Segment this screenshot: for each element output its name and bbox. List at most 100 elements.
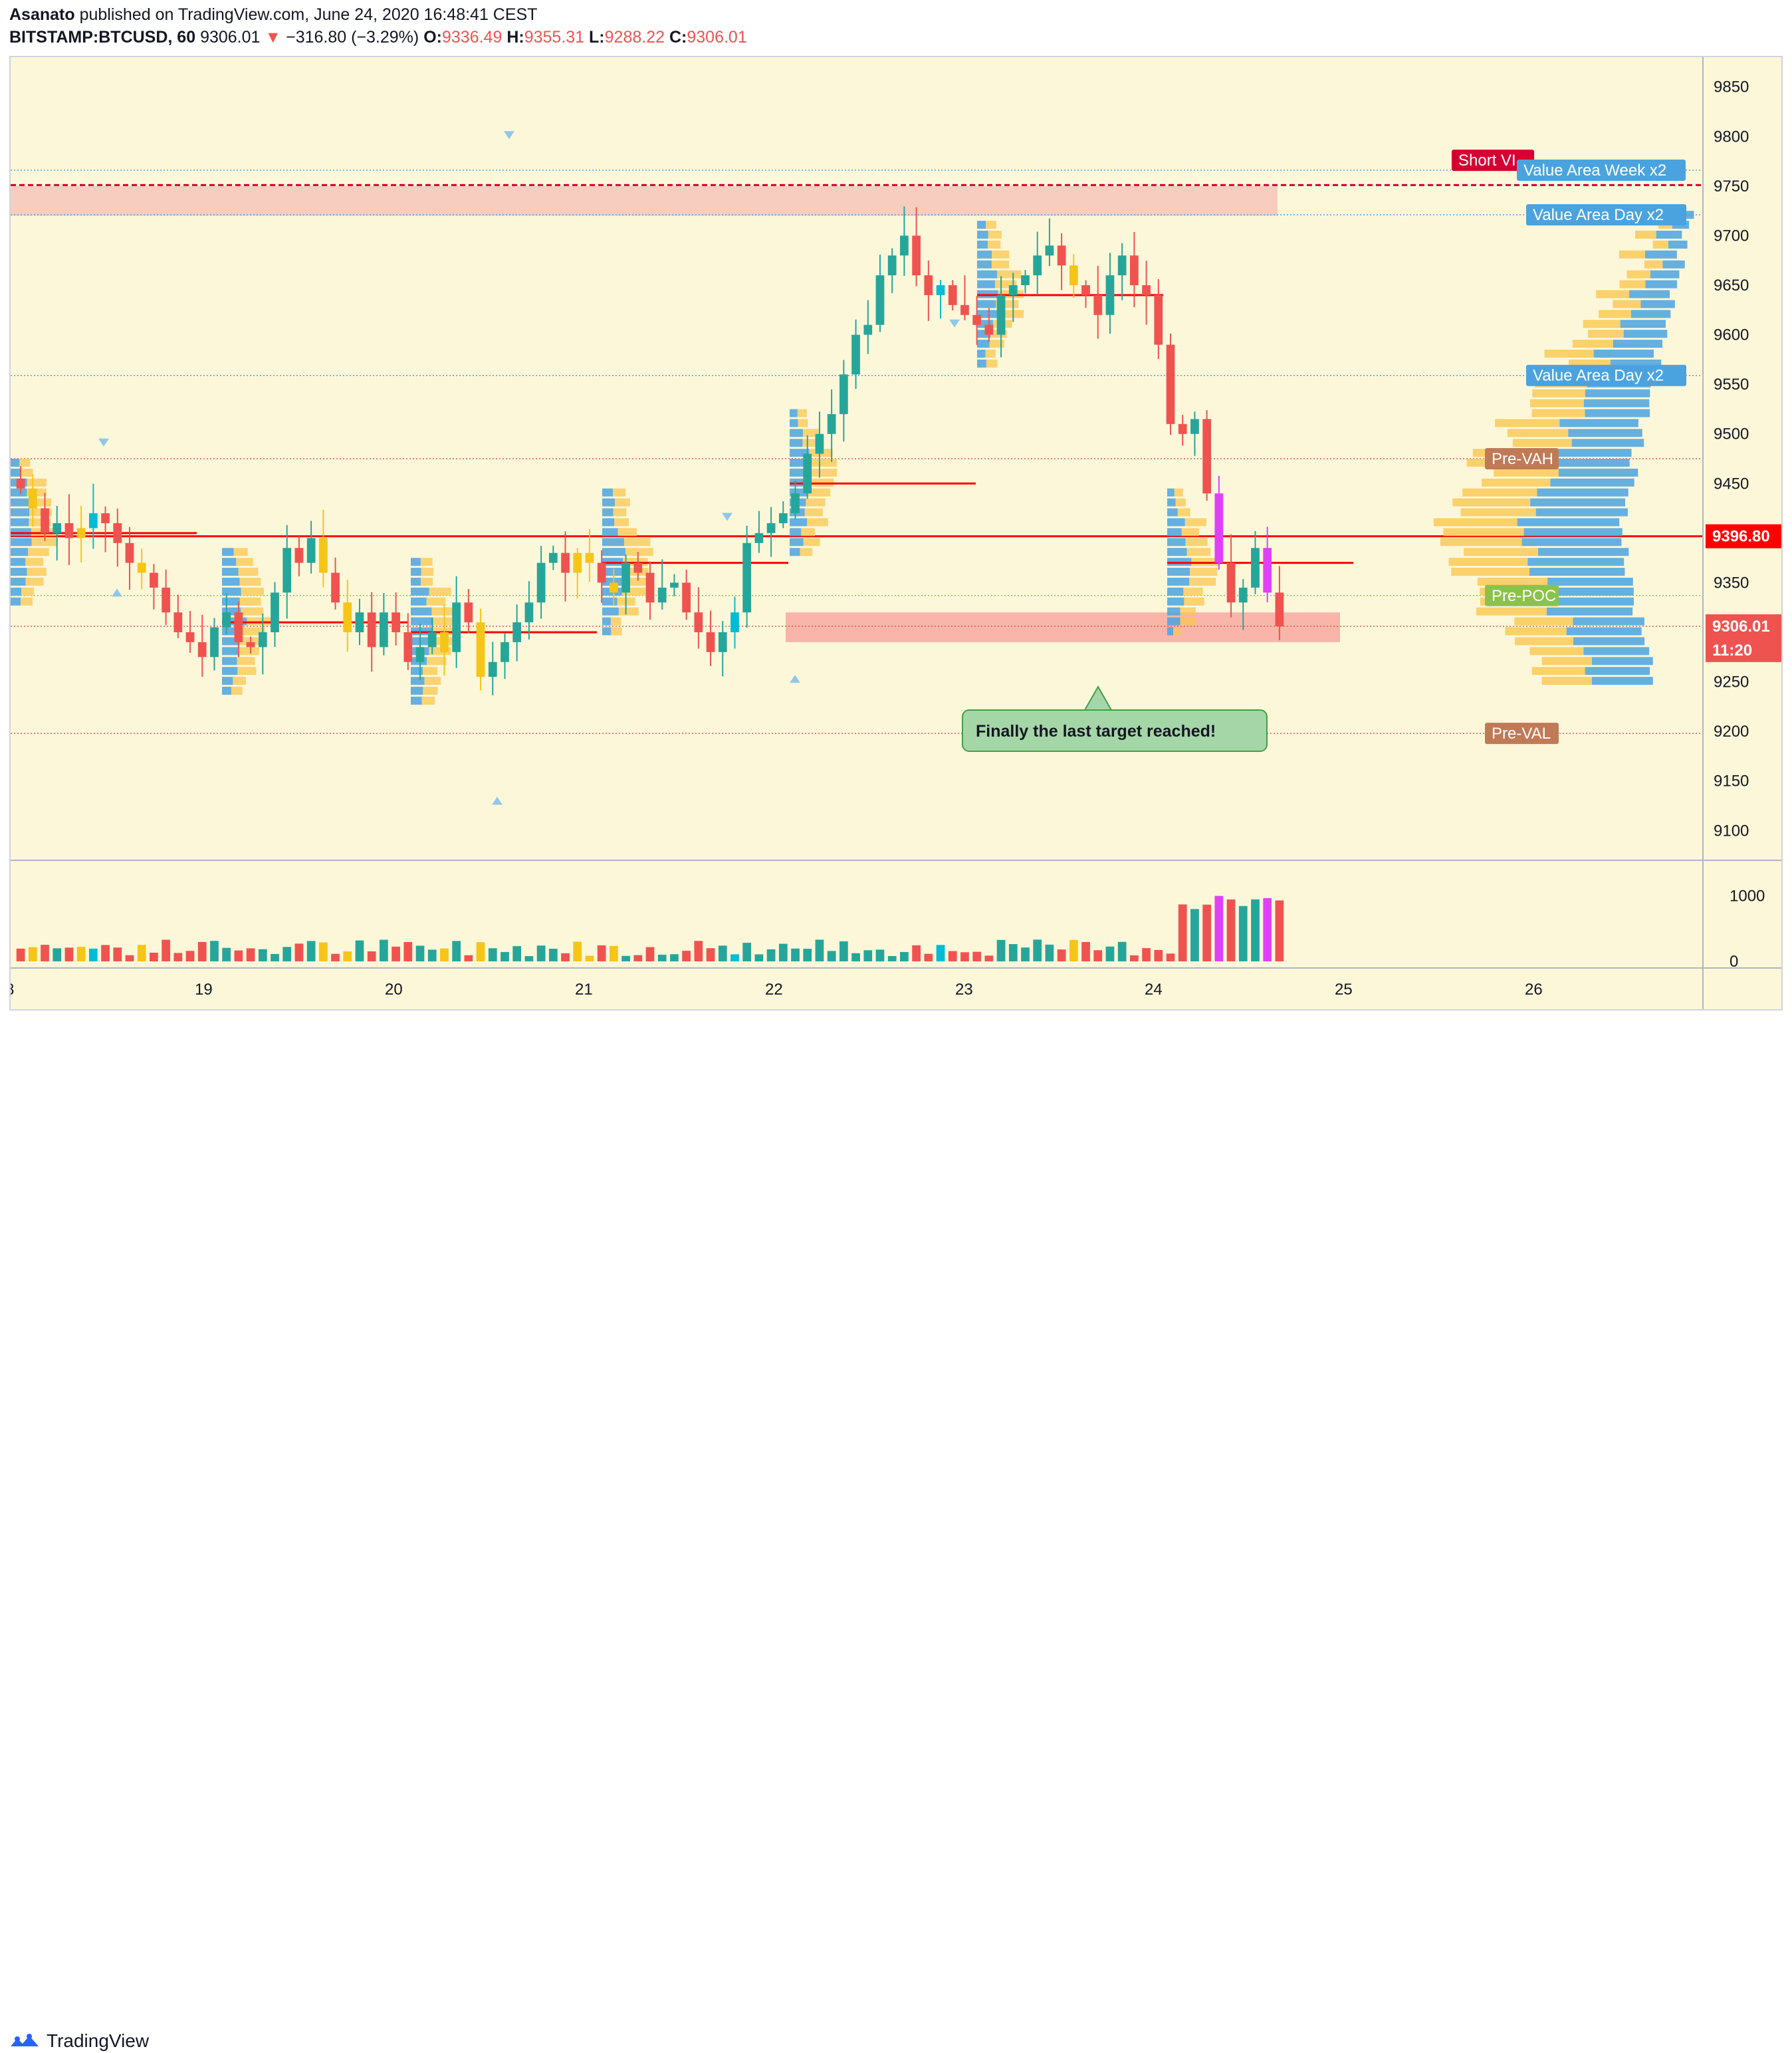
profile-bar — [1546, 607, 1633, 616]
profile-bar — [1640, 300, 1675, 308]
volume-bar — [1057, 949, 1066, 961]
profile-bar — [1523, 528, 1623, 537]
candle-body — [403, 632, 413, 662]
callout-box — [962, 709, 1268, 752]
last-price: 9306.01 — [200, 28, 261, 47]
session-profile-bar — [222, 577, 240, 586]
volume-bar — [464, 955, 473, 961]
volume-bar — [1166, 953, 1175, 961]
volume-bar — [488, 948, 497, 961]
publish-info: Asanato published on TradingView.com, Ju… — [9, 5, 537, 25]
volume-bar — [585, 955, 594, 961]
candle-body — [88, 513, 98, 529]
candle-body — [887, 255, 897, 276]
volume-bar — [318, 942, 328, 961]
profile-bar — [1585, 409, 1650, 418]
session-profile-bar — [986, 221, 996, 229]
volume-bar — [258, 949, 267, 961]
volume-bar — [900, 951, 909, 961]
chart-frame[interactable]: 9100915092009250930093509400945095009550… — [9, 56, 1783, 1011]
publisher-name[interactable]: Asanato — [9, 5, 75, 24]
session-profile-bar — [237, 667, 257, 675]
price-axis-badge-text: 9396.80 — [1712, 528, 1770, 546]
candle-body — [1214, 493, 1224, 563]
time-tick-label: 21 — [575, 981, 593, 999]
session-profile-bar — [800, 548, 813, 556]
profile-bar — [1613, 300, 1641, 308]
session-profile-bar — [27, 478, 47, 487]
profile-bar — [1593, 349, 1654, 358]
session-profile-bar — [1167, 538, 1186, 546]
session-profile-bar — [11, 568, 27, 576]
volume-bar — [88, 948, 98, 961]
candle-body — [585, 552, 594, 563]
low-label: L: — [589, 28, 605, 47]
level-label-box — [1485, 723, 1559, 745]
session-profile-bar — [411, 677, 425, 685]
session-profile-bar — [239, 597, 261, 606]
profile-bar — [1566, 627, 1642, 636]
session-profile-bar — [610, 617, 621, 626]
session-profile-bar — [1167, 597, 1184, 606]
level-label-box — [1517, 160, 1686, 181]
chart-canvas[interactable]: 9100915092009250930093509400945095009550… — [11, 57, 1781, 1009]
session-profile-bar — [11, 538, 32, 546]
tradingview-logo[interactable]: TradingView — [9, 2029, 149, 2053]
session-profile-bar — [623, 538, 651, 546]
profile-bar — [1514, 637, 1573, 646]
level-label-box — [1485, 448, 1559, 469]
session-profile-bar — [11, 488, 27, 497]
price-tick-label: 9850 — [1714, 78, 1749, 96]
session-profile-bar — [411, 577, 421, 586]
candle-body — [573, 552, 582, 573]
candle-body — [524, 602, 534, 623]
candle-body — [766, 523, 776, 533]
volume-bar — [742, 943, 752, 961]
session-profile-bar — [222, 687, 231, 695]
profile-bar — [1537, 488, 1628, 497]
candle-body — [101, 513, 110, 523]
profile-bar — [1531, 667, 1585, 675]
profile-bar — [1476, 607, 1547, 616]
profile-bar — [1626, 270, 1650, 279]
symbol-name[interactable]: BITSTAMP:BTCUSD, 60 — [9, 28, 196, 47]
profile-bar — [1529, 568, 1625, 576]
profile-bar — [1527, 558, 1624, 566]
volume-bar — [1214, 896, 1224, 961]
candle-body — [1033, 255, 1042, 276]
profile-bar — [1620, 320, 1666, 328]
time-tick-label: 25 — [1335, 981, 1353, 999]
volume-bar — [1190, 909, 1199, 961]
session-profile-bar — [421, 577, 433, 586]
candle-body — [1178, 423, 1187, 434]
volume-bar — [41, 945, 49, 961]
profile-bar — [1448, 558, 1528, 566]
session-profile-bar — [31, 538, 57, 546]
session-profile-bar — [790, 548, 800, 556]
candle-body — [150, 572, 158, 588]
candle-body — [778, 513, 788, 523]
session-profile-bar — [1167, 577, 1190, 586]
candle-body — [162, 587, 170, 613]
session-profile-bar — [1167, 568, 1190, 576]
session-profile-bar — [802, 429, 819, 437]
session-profile-bar — [602, 498, 616, 507]
profile-bar — [1514, 617, 1573, 626]
session-profile-bar — [1173, 627, 1180, 636]
session-profile-bar — [21, 587, 35, 596]
session-profile-bar — [977, 221, 986, 229]
volume-bar — [210, 941, 219, 961]
session-profile-bar — [808, 488, 831, 497]
volume-bar — [1117, 941, 1127, 961]
price-tick-label: 9150 — [1714, 773, 1749, 790]
candle-body — [706, 632, 715, 652]
session-profile-bar — [1167, 508, 1178, 517]
candle-body — [501, 642, 509, 662]
session-profile-bar — [423, 667, 438, 675]
volume-bar — [331, 953, 340, 961]
session-profile-bar — [233, 677, 247, 685]
volume-bar — [452, 941, 461, 961]
signal-marker — [112, 588, 122, 597]
session-profile-bar — [19, 459, 31, 467]
session-profile-bar — [1167, 498, 1176, 507]
